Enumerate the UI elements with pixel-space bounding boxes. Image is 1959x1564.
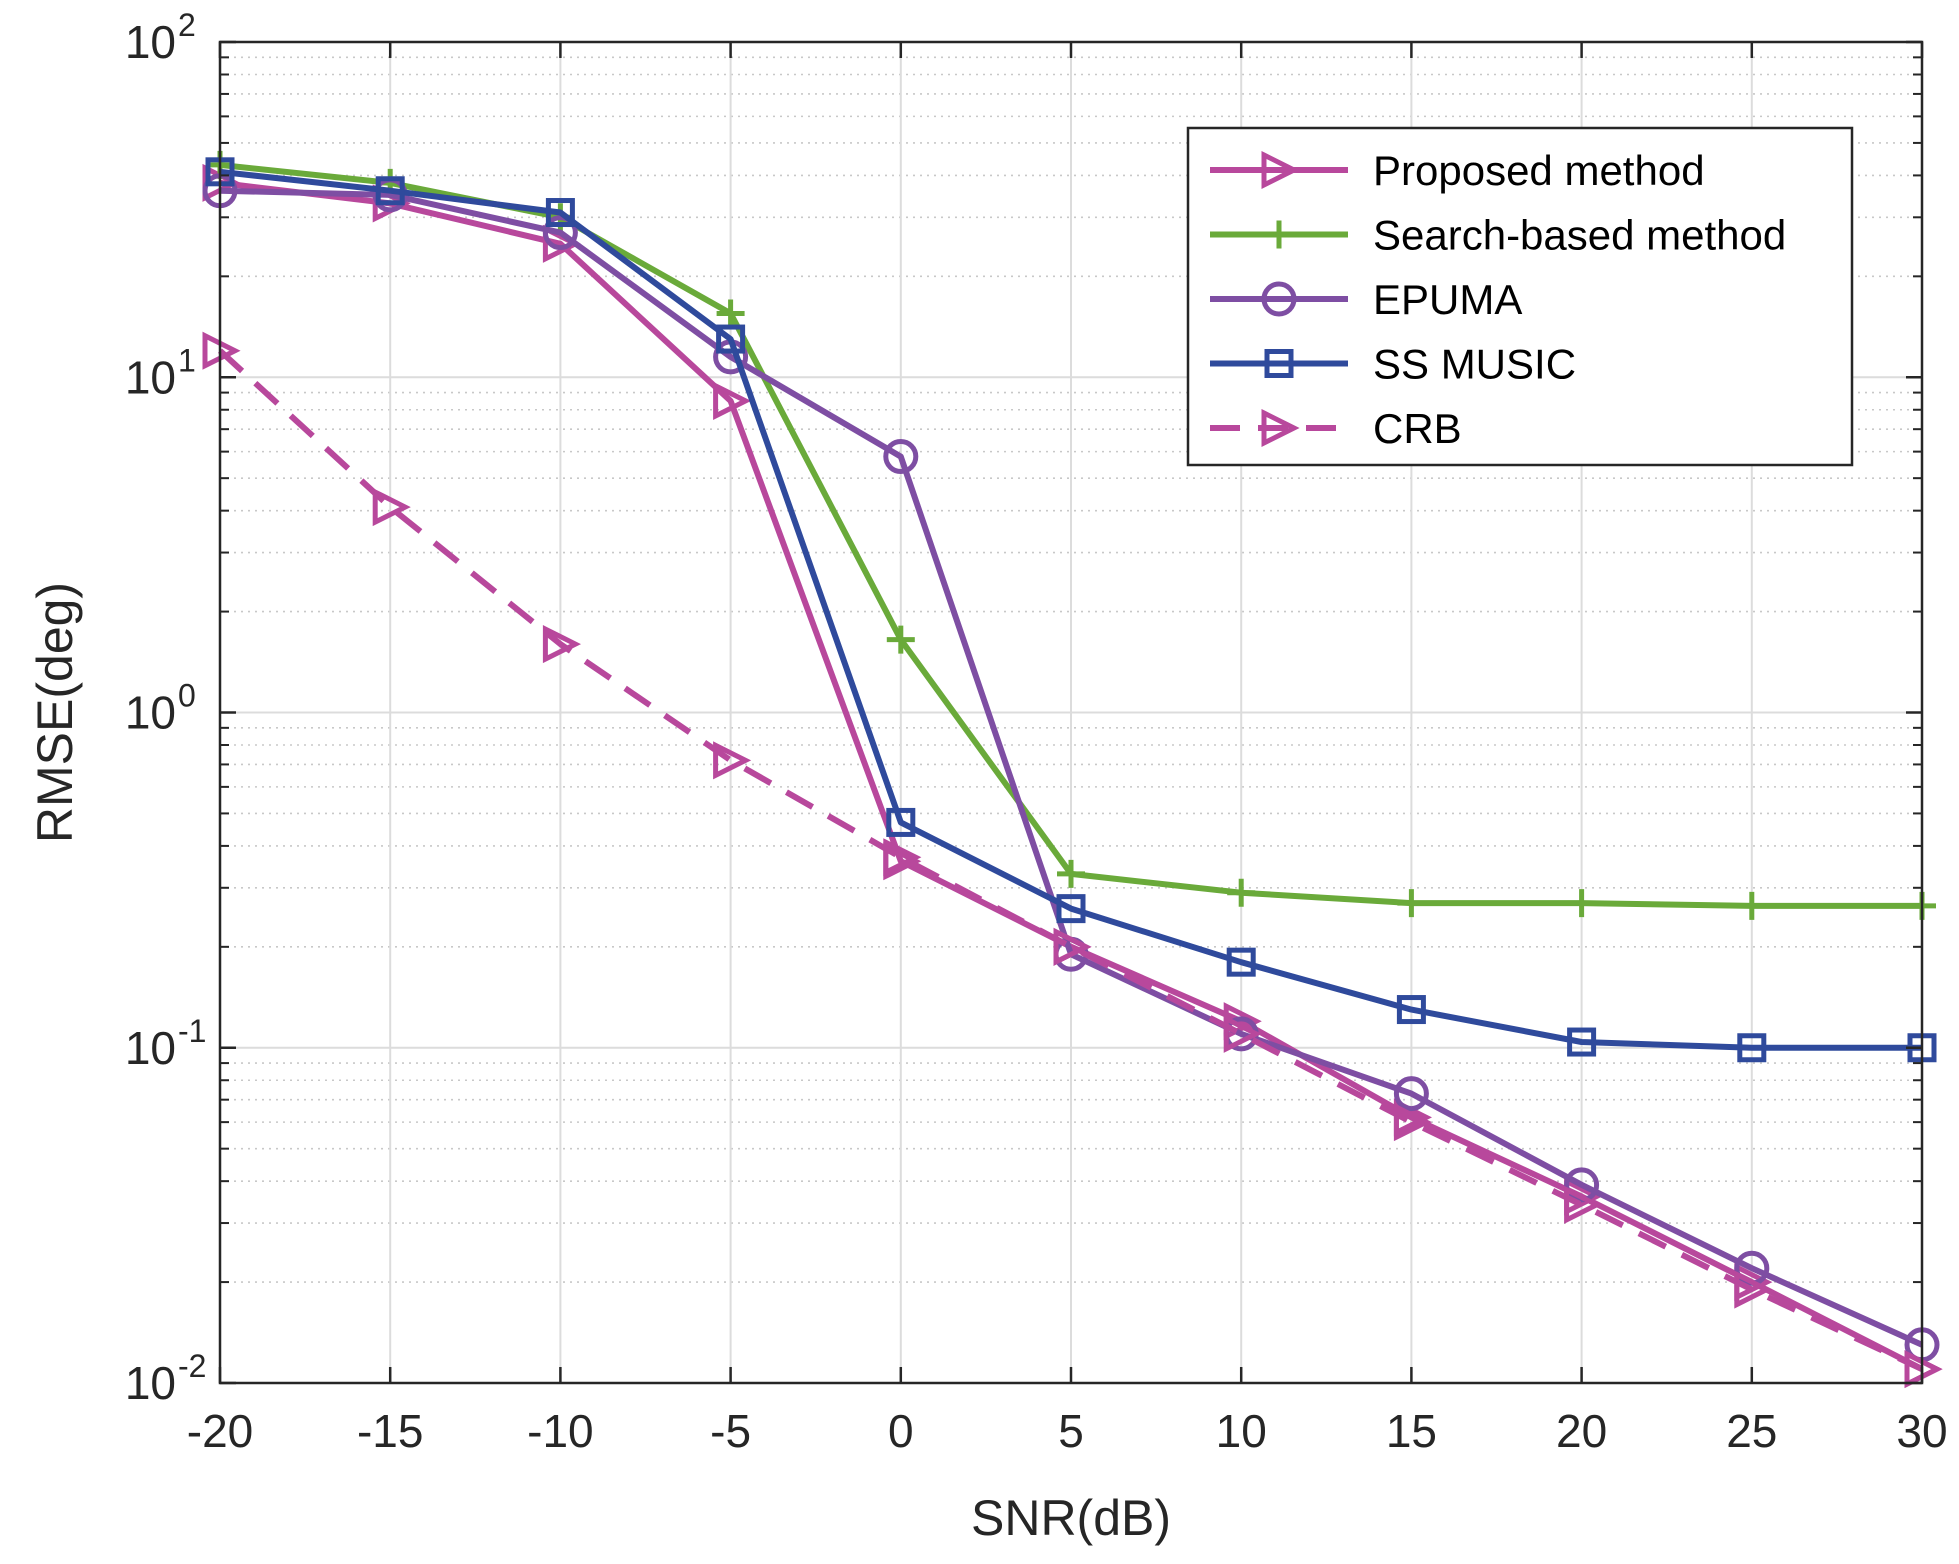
legend-item-proposed-method: Proposed method bbox=[1210, 147, 1705, 194]
x-tick-label: 0 bbox=[888, 1405, 914, 1457]
y-tick-base: 10 bbox=[125, 351, 176, 403]
x-tick-label: 15 bbox=[1386, 1405, 1437, 1457]
series-line-ss-music bbox=[219, 168, 1922, 1051]
data-point-crb bbox=[1223, 1014, 1262, 1053]
y-tick-exponent: -1 bbox=[178, 1013, 206, 1049]
legend-marker-epuma bbox=[1261, 281, 1297, 317]
x-axis-label: SNR(dB) bbox=[971, 1490, 1171, 1546]
legend-label-crb: CRB bbox=[1373, 405, 1462, 452]
y-tick-base: 10 bbox=[125, 1357, 176, 1409]
y-tick-exponent: 0 bbox=[178, 678, 196, 714]
y-tick-label: 10 1 bbox=[125, 342, 196, 403]
x-tick-label: 25 bbox=[1726, 1405, 1777, 1457]
y-tick-exponent: -2 bbox=[178, 1348, 206, 1384]
legend: Proposed method Search-based method EPUMA S… bbox=[1186, 126, 1854, 467]
data-point-ss-music bbox=[1056, 894, 1086, 924]
legend-item-epuma: EPUMA bbox=[1210, 276, 1522, 323]
data-point-crb bbox=[713, 741, 752, 780]
legend-label-ss-music: SS MUSIC bbox=[1373, 341, 1576, 388]
data-point-search-based-method bbox=[1567, 889, 1596, 918]
data-point-crb bbox=[1564, 1185, 1603, 1224]
data-point-epuma bbox=[542, 215, 578, 251]
data-point-ss-music bbox=[886, 807, 916, 837]
y-tick-label: 10 2 bbox=[125, 7, 196, 68]
legend-marker-crb bbox=[1261, 408, 1300, 448]
x-tick-label: -5 bbox=[710, 1405, 751, 1457]
y-tick-label: 10 -1 bbox=[125, 1013, 207, 1074]
data-point-epuma bbox=[883, 439, 919, 475]
data-point-search-based-method bbox=[1397, 889, 1426, 918]
data-point-ss-music bbox=[1567, 1027, 1597, 1057]
data-point-search-based-method bbox=[1737, 891, 1766, 920]
y-tick-base: 10 bbox=[125, 16, 176, 68]
data-point-search-based-method bbox=[1227, 878, 1256, 907]
y-tick-label: 10 -2 bbox=[125, 1348, 207, 1409]
data-point-search-based-method bbox=[1057, 859, 1085, 888]
data-point-crb bbox=[542, 625, 581, 664]
data-point-proposed-method bbox=[713, 381, 752, 420]
data-point-epuma bbox=[1393, 1076, 1429, 1112]
x-tick-label: 5 bbox=[1058, 1405, 1084, 1457]
legend-marker-ss-music bbox=[1264, 349, 1294, 378]
y-tick-base: 10 bbox=[125, 687, 176, 739]
legend-label-proposed-method: Proposed method bbox=[1373, 147, 1705, 194]
x-tick-label: -10 bbox=[527, 1405, 593, 1457]
x-tick-label: -20 bbox=[187, 1405, 253, 1457]
data-point-ss-music bbox=[545, 198, 575, 228]
y-tick-exponent: 1 bbox=[178, 342, 196, 378]
y-axis-label: RMSE(deg) bbox=[27, 582, 83, 843]
data-point-ss-music bbox=[375, 176, 405, 206]
data-point-search-based-method bbox=[886, 625, 915, 654]
legend-item-crb: CRB bbox=[1210, 405, 1462, 452]
x-tick-label: 20 bbox=[1556, 1405, 1607, 1457]
x-axis-tick-labels: -20 -15 -10 -5 0 5 10 15 20 25 30 bbox=[187, 1405, 1948, 1457]
data-point-crb bbox=[883, 838, 922, 877]
legend-marker-search-based-method bbox=[1265, 220, 1293, 249]
data-point-proposed-method bbox=[542, 224, 581, 263]
data-point-ss-music bbox=[1226, 947, 1256, 977]
data-point-ss-music bbox=[1396, 995, 1426, 1025]
data-point-ss-music bbox=[716, 324, 746, 354]
x-tick-label: -15 bbox=[357, 1405, 423, 1457]
y-tick-base: 10 bbox=[125, 1022, 176, 1074]
data-point-ss-music bbox=[1737, 1033, 1767, 1063]
data-point-crb bbox=[1053, 927, 1092, 966]
data-point-crb bbox=[1393, 1103, 1432, 1142]
legend-item-ss-music: SS MUSIC bbox=[1210, 341, 1576, 388]
x-tick-label: 10 bbox=[1216, 1405, 1267, 1457]
data-point-crb bbox=[372, 488, 411, 527]
x-tick-label: 30 bbox=[1896, 1405, 1947, 1457]
data-point-search-based-method bbox=[716, 299, 745, 328]
y-tick-label: 10 0 bbox=[125, 678, 196, 739]
legend-marker-proposed-method bbox=[1261, 150, 1300, 190]
legend-item-search-based-method: Search-based method bbox=[1210, 212, 1786, 259]
tick-marks bbox=[218, 40, 1924, 1385]
legend-label-search-based-method: Search-based method bbox=[1373, 212, 1786, 259]
y-tick-exponent: 2 bbox=[178, 7, 196, 43]
legend-label-epuma: EPUMA bbox=[1373, 276, 1522, 323]
data-point-crb bbox=[1734, 1270, 1773, 1309]
